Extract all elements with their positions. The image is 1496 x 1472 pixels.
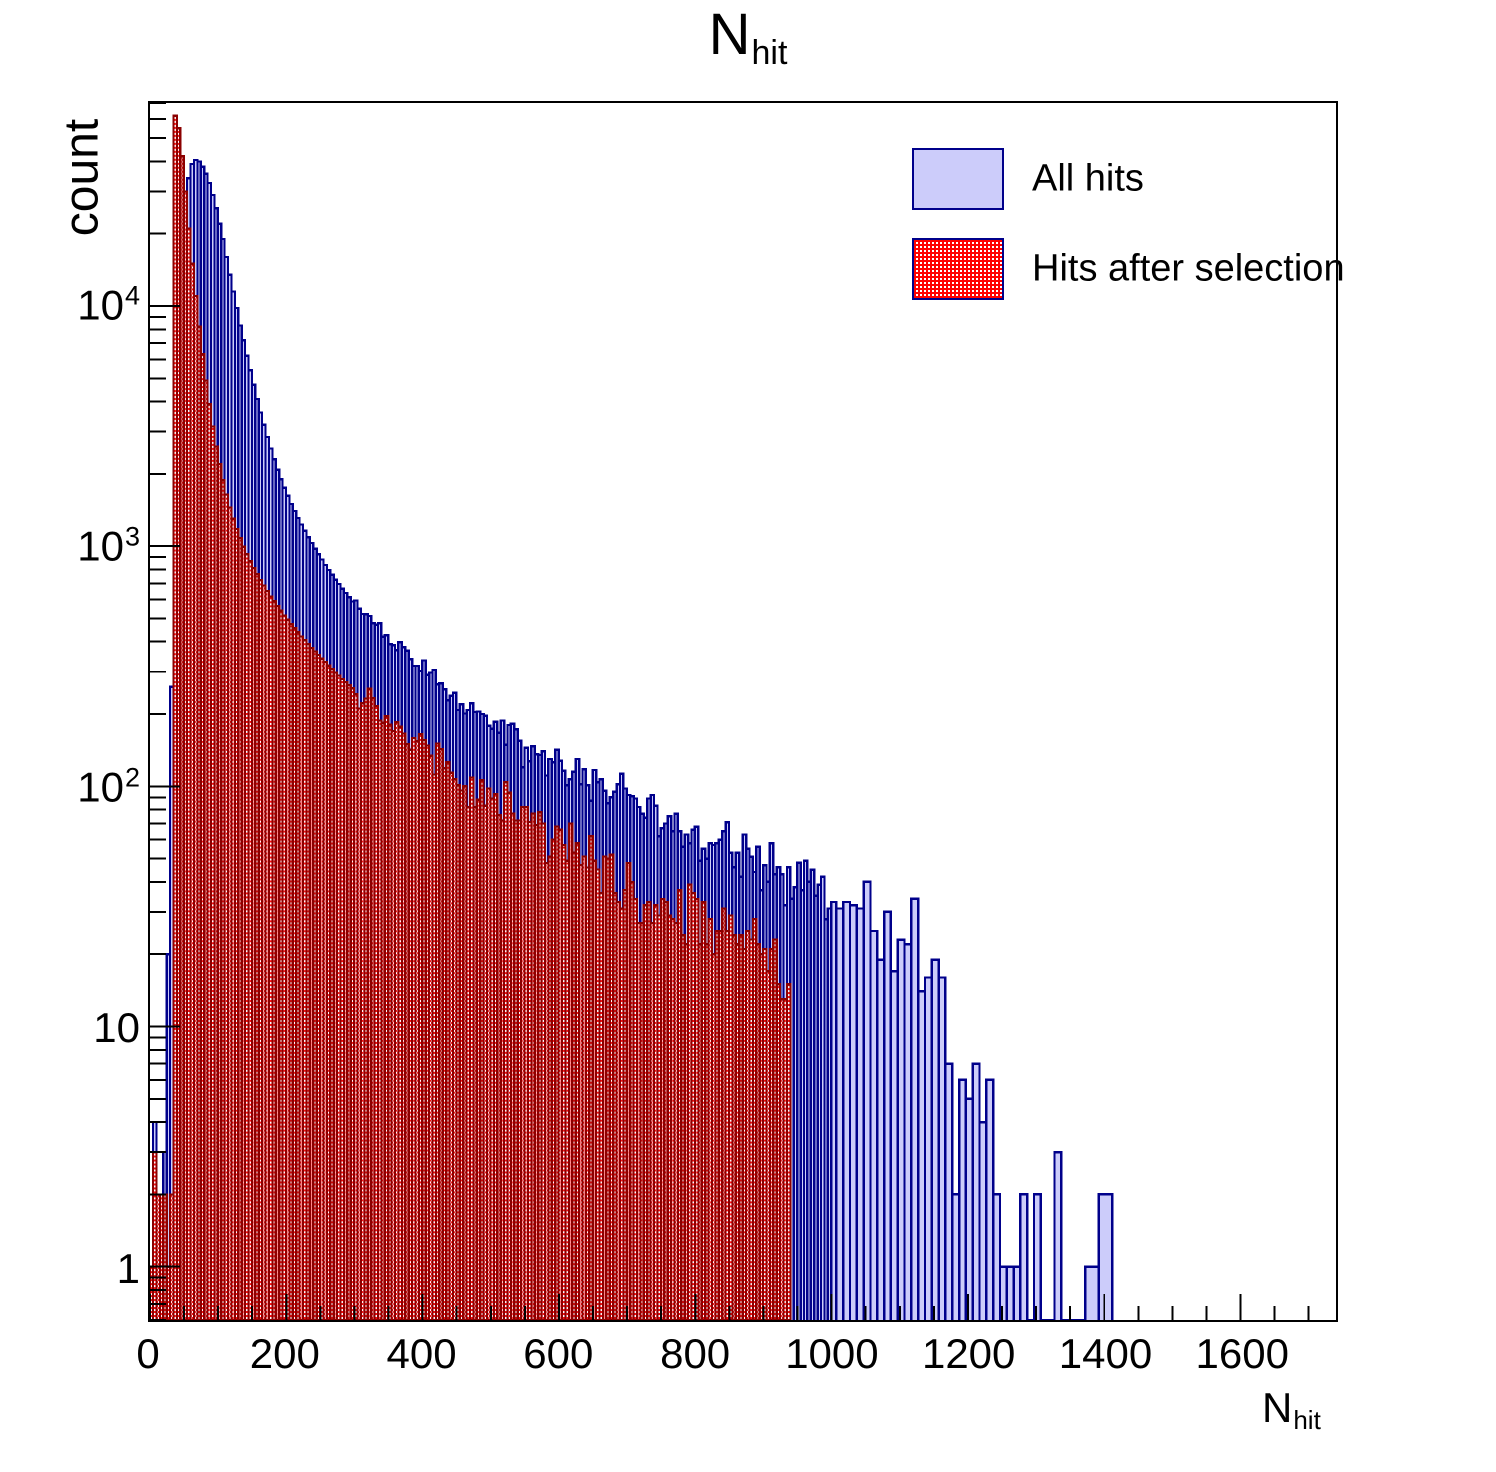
y-tick-mantissa: 10 [93,1003,140,1051]
y-tick-mantissa: 10 [77,522,124,570]
legend-label: All hits [1032,157,1144,200]
x-axis-tick-label: 1600 [1195,1330,1289,1377]
chart-title-base: N [708,2,751,67]
y-tick-mantissa: 1 [116,1244,140,1292]
plot-frame [148,101,1338,1322]
x-axis-tick-label: 200 [249,1330,320,1377]
selection-bin-outline [339,677,792,1320]
y-axis-tick-label: 1 [117,1245,140,1293]
series-hits-after-selection [150,114,792,1320]
page-title: Nhit [0,6,1496,70]
x-axis-tick-label: 1000 [785,1330,879,1377]
all-hits-bin-outline [339,587,1114,1320]
x-axis-tick-label: 800 [660,1330,731,1377]
y-tick-exponent: 2 [124,762,140,793]
y-axis-tick-label: 104 [77,280,140,329]
axis-ticks [150,103,1310,1320]
y-axis-tick-labels: 104 103 102 10 1 [0,0,140,1472]
legend-label: Hits after selection [1032,247,1345,290]
y-tick-exponent: 3 [124,521,140,552]
histogram-svg [150,103,1310,1320]
x-axis-tick-labels: 0 200 400 600 800 1000 1200 1400 1600 [0,0,1496,1377]
legend: All hits Hits after selection [912,148,1345,300]
x-axis-tick-label: 1200 [921,1330,1016,1377]
x-axis-title-subscript: hit [1293,1405,1321,1436]
x-axis-title: Nhit [1262,1384,1321,1436]
x-axis-tick-label: 400 [386,1330,457,1377]
x-axis-tick-label: 1400 [1058,1330,1153,1377]
chart-title-subscript: hit [751,33,788,72]
legend-swatch-hatched [912,238,1004,300]
legend-item[interactable]: All hits [912,148,1282,210]
x-axis-tick-label: 600 [523,1330,594,1377]
y-axis-tick-label: 10 [93,1004,140,1052]
legend-swatch-solid [912,148,1004,210]
x-axis-tick-label: 0 [136,1330,160,1377]
y-axis-tick-label: 102 [77,762,140,811]
y-tick-mantissa: 10 [77,763,124,811]
y-tick-mantissa: 10 [77,281,124,329]
x-axis-title-base: N [1262,1384,1293,1431]
y-tick-exponent: 4 [124,280,140,311]
y-axis-tick-label: 103 [77,521,140,570]
legend-item[interactable]: Hits after selection [912,238,1345,300]
